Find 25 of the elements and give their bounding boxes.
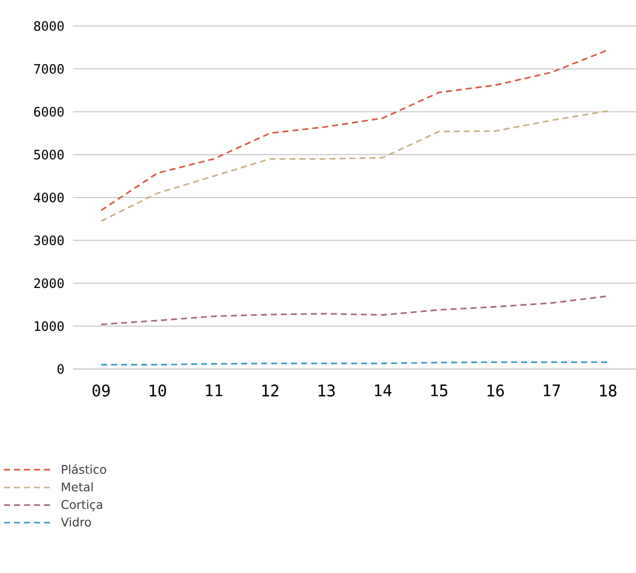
legend-label: Plástico bbox=[62, 464, 106, 474]
y-tick-label: 0 bbox=[58, 364, 64, 374]
y-tick-label: 3000 bbox=[34, 235, 64, 246]
y-tick-label: 7000 bbox=[34, 64, 64, 74]
y-tick-label: 8000 bbox=[34, 21, 64, 31]
line-series bbox=[100, 49, 609, 212]
x-tick-label: 11 bbox=[206, 384, 222, 396]
y-tick-label: 4000 bbox=[34, 192, 64, 202]
x-tick-label: 14 bbox=[374, 384, 392, 396]
x-tick-label: 17 bbox=[544, 384, 560, 396]
x-tick-label: 12 bbox=[262, 384, 278, 396]
x-tick-label: 15 bbox=[431, 384, 448, 396]
x-tick-label: 16 bbox=[488, 384, 504, 397]
line-series bbox=[100, 295, 609, 326]
y-tick-label: 2000 bbox=[34, 278, 64, 288]
legend-label: Vidro bbox=[60, 517, 91, 527]
y-tick-label: 5000 bbox=[34, 150, 64, 160]
y-tick-label: 1000 bbox=[34, 321, 64, 332]
legend-label: Metal bbox=[62, 482, 93, 492]
x-tick-label: 13 bbox=[318, 384, 335, 397]
x-tick-label: 10 bbox=[150, 384, 166, 397]
y-tick-label: 6000 bbox=[34, 106, 64, 117]
legend-label: Cortiça bbox=[61, 500, 102, 512]
x-tick-label: 09 bbox=[92, 384, 110, 397]
x-tick-label: 18 bbox=[600, 384, 616, 397]
